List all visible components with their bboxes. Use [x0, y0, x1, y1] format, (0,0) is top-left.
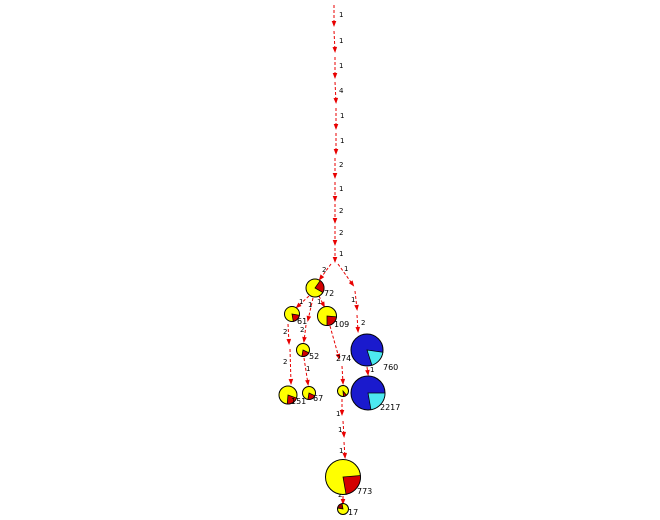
- node-label-17: 17: [348, 508, 358, 517]
- edge-weight-label-4: 1: [340, 112, 344, 120]
- edge-line-12: [337, 263, 354, 286]
- edge-weight-label-16: 1: [308, 301, 312, 309]
- node-151-wedge-0: [286, 394, 297, 405]
- edge-weight-label-25: 1: [336, 410, 340, 418]
- edge-arrowhead-15: [295, 302, 302, 309]
- edge-weight-label-2: 1: [339, 62, 343, 70]
- edge-weight-label-5: 1: [340, 137, 344, 145]
- edge-weight-label-19: 2: [283, 328, 287, 336]
- edge-line-18: [318, 295, 325, 307]
- edge-line-22: [329, 325, 340, 359]
- node-2217-wedge-0: [367, 392, 386, 411]
- edge-weight-label-26: 1: [338, 426, 342, 434]
- node-label-773: 773: [357, 487, 372, 496]
- edge-arrowhead-22: [335, 353, 341, 360]
- edge-arrowhead-1: [332, 46, 338, 53]
- node-label-72: 72: [324, 289, 334, 298]
- edge-weight-label-7: 1: [339, 185, 343, 193]
- edge-arrowhead-28: [340, 499, 346, 505]
- edge-line-23: [341, 365, 344, 384]
- edge-arrowhead-6: [332, 173, 338, 179]
- edge-arrowhead-21: [305, 379, 310, 386]
- edge-arrowhead-9: [332, 240, 338, 246]
- edge-arrowhead-25: [339, 410, 345, 416]
- edge-line-21: [303, 357, 309, 385]
- node-109-wedge-0: [326, 315, 337, 326]
- edge-arrowhead-0: [331, 21, 337, 27]
- edge-line-14: [356, 314, 359, 332]
- node-61-wedge-0: [291, 313, 300, 322]
- edge-arrowhead-13: [354, 304, 359, 311]
- edge-weight-label-1: 1: [339, 37, 343, 45]
- edge-weight-label-20: 2: [283, 358, 287, 366]
- edge-arrowhead-19: [286, 338, 292, 345]
- edge-arrowhead-24: [365, 369, 370, 376]
- edge-weight-label-18: 1: [317, 298, 321, 306]
- edge-weight-label-11: 2: [322, 266, 326, 274]
- edge-arrowhead-26: [341, 431, 347, 438]
- edge-arrowhead-2: [332, 73, 338, 79]
- edge-weight-label-27: 1: [339, 447, 343, 455]
- edge-line-20: [289, 348, 292, 384]
- edge-weight-label-0: 1: [339, 11, 343, 19]
- edge-arrowhead-11: [318, 274, 325, 281]
- edge-arrowhead-10: [332, 257, 338, 263]
- edge-weight-label-13: 1: [351, 296, 355, 304]
- edge-arrowhead-4: [333, 124, 339, 130]
- edge-weight-label-24: 1: [370, 366, 374, 374]
- edge-weight-label-10: 1: [339, 250, 343, 258]
- node-label-109: 109: [334, 320, 349, 329]
- node-274-wedge-0: [342, 389, 348, 397]
- edge-weight-label-6: 2: [339, 161, 343, 169]
- edge-weight-label-12: 1: [344, 265, 348, 273]
- node-label-61: 61: [297, 317, 307, 326]
- node-72-wedge-0: [314, 280, 325, 294]
- edge-weight-label-14: 2: [361, 319, 365, 327]
- node-17-wedge-0: [337, 503, 344, 510]
- edge-arrowhead-27: [342, 452, 348, 459]
- edge-arrowhead-14: [355, 326, 361, 333]
- node-760-wedge-0: [366, 349, 384, 366]
- edge-arrowhead-23: [340, 378, 346, 385]
- edge-arrowhead-12: [348, 280, 355, 287]
- node-label-274: 274: [336, 354, 351, 363]
- node-label-151: 151: [291, 397, 306, 406]
- node-67-wedge-0: [307, 392, 316, 400]
- edge-line-17: [303, 324, 307, 342]
- edge-arrowhead-7: [332, 196, 338, 202]
- edge-weight-label-17: 2: [300, 326, 304, 334]
- edge-arrowhead-8: [332, 218, 338, 224]
- node-label-760: 760: [383, 363, 398, 372]
- edge-arrowhead-20: [288, 378, 294, 385]
- edge-arrowhead-17: [302, 336, 307, 343]
- node-52-wedge-0: [301, 349, 310, 357]
- edge-line-15: [296, 295, 310, 308]
- node-label-52: 52: [309, 352, 319, 361]
- edge-weight-label-9: 2: [339, 229, 343, 237]
- edge-arrowhead-5: [333, 149, 339, 155]
- edge-arrowhead-18: [320, 301, 325, 308]
- edge-weight-label-8: 2: [339, 207, 343, 215]
- node-label-67: 67: [313, 394, 323, 403]
- edge-weight-label-28: 2: [338, 491, 342, 499]
- edge-weight-label-15: 1: [299, 298, 303, 306]
- edge-weight-label-21: 1: [306, 365, 310, 373]
- node-label-2217: 2217: [380, 403, 400, 412]
- edge-arrowhead-3: [333, 97, 339, 104]
- edge-arrowhead-16: [306, 315, 312, 322]
- node-773-wedge-0: [342, 475, 361, 495]
- edge-weight-label-3: 4: [339, 87, 344, 95]
- edge-line-16: [307, 297, 314, 321]
